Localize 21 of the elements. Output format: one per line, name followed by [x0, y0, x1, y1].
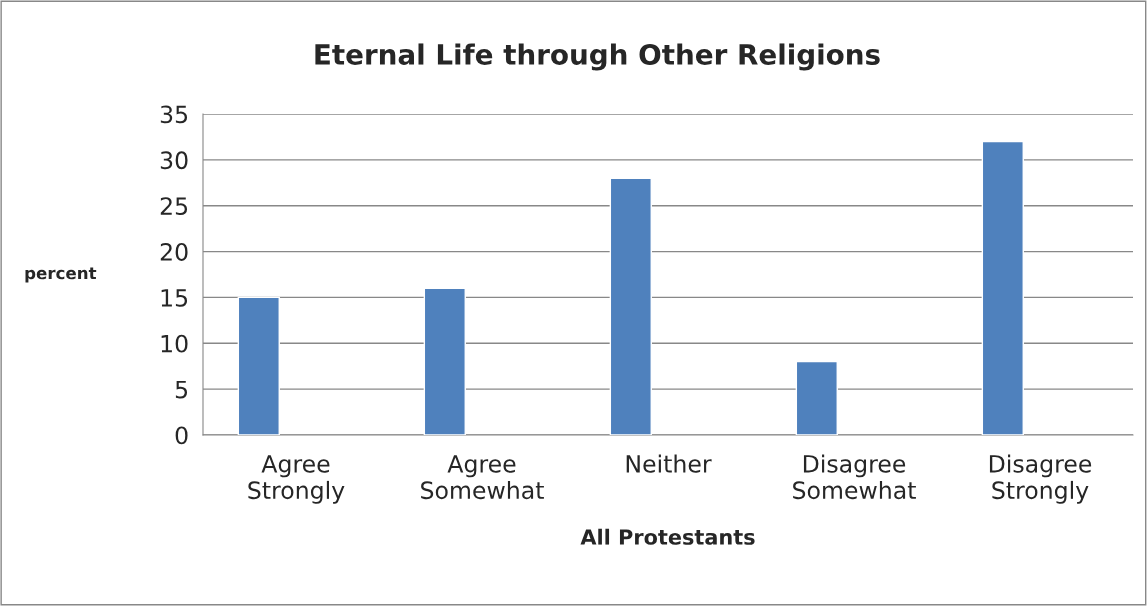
bar [237, 296, 280, 435]
y-tick-label: 25 [160, 197, 188, 216]
x-tick-label: Disagree Somewhat [793, 454, 916, 500]
x-tick-label: Agree Somewhat [421, 455, 544, 500]
y-tick-label: 20 [160, 243, 188, 261]
y-tick-label: 15 [161, 289, 188, 307]
bar [423, 287, 466, 435]
x-axis-title: All Protestants [580, 528, 755, 545]
x-tick-label: Agree Strongly [248, 455, 345, 504]
x-tick-label: Neither [626, 454, 712, 473]
bar [795, 360, 838, 435]
y-axis-title: percent [25, 267, 97, 283]
y-tick-label: 5 [175, 380, 188, 399]
y-tick-label: 0 [175, 426, 188, 445]
chart-title: Eternal Life through Other Religions [315, 43, 880, 71]
bar [981, 140, 1024, 435]
y-tick-label: 10 [161, 334, 188, 353]
x-tick-label: Disagree Strongly [989, 454, 1092, 504]
bar [609, 177, 652, 435]
y-tick-label: 30 [160, 151, 188, 170]
y-tick-label: 35 [160, 105, 188, 124]
